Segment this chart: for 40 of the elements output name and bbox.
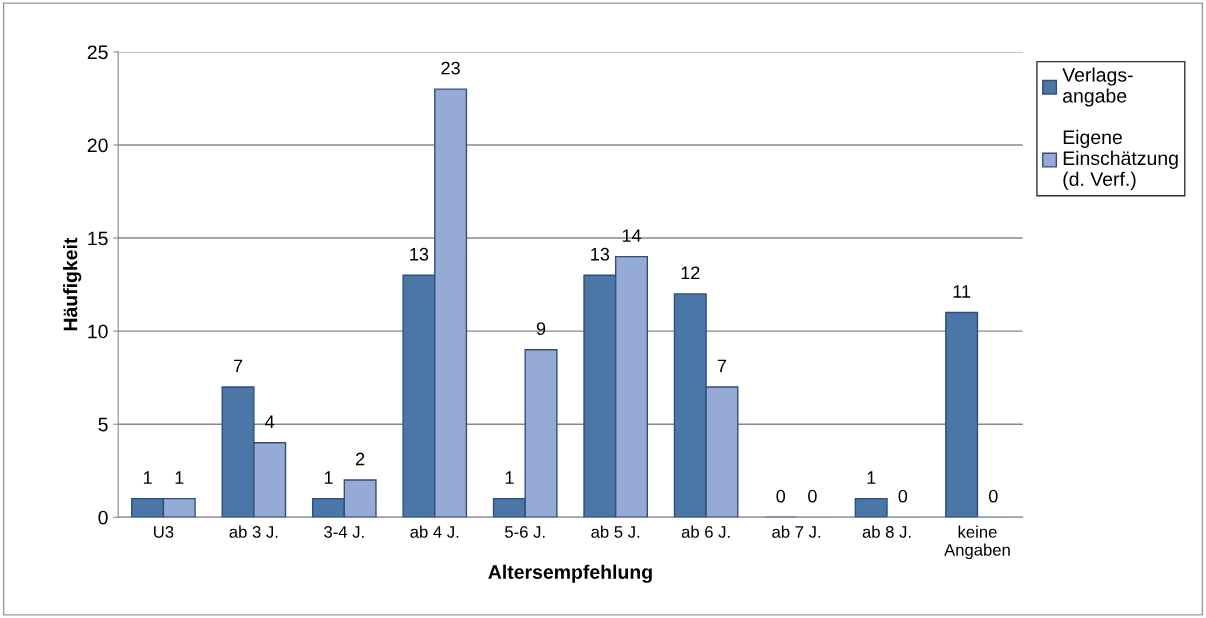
x-tick-label: 5-6 J. bbox=[505, 526, 545, 538]
data-label: 0 bbox=[988, 489, 998, 503]
x-tick-label: ab 4 J. bbox=[410, 525, 459, 538]
legend-label: Eigene Einschätzung (d. Verf.) bbox=[1063, 129, 1178, 190]
x-tick-label: ab 6 J. bbox=[681, 525, 730, 538]
data-label: 7 bbox=[717, 359, 727, 373]
x-tick-label: keine Angaben bbox=[944, 525, 1010, 560]
data-label: 1 bbox=[175, 471, 184, 484]
y-tick-label: 0 bbox=[98, 510, 108, 525]
data-label: 1 bbox=[143, 471, 152, 484]
x-tick-label: ab 7 J. bbox=[772, 525, 821, 538]
x-tick-label: 3-4 J. bbox=[324, 526, 364, 538]
data-label: 7 bbox=[233, 359, 243, 373]
data-label: 2 bbox=[356, 452, 365, 466]
y-tick-label: 10 bbox=[88, 324, 108, 339]
data-label: 12 bbox=[681, 266, 700, 280]
legend-label: Verlags- angabe bbox=[1062, 67, 1133, 107]
y-axis-title: Häufigkeit bbox=[63, 237, 82, 331]
data-label: 1 bbox=[505, 471, 514, 484]
y-tick-label: 25 bbox=[87, 45, 108, 60]
data-label: 11 bbox=[953, 285, 971, 298]
y-tick-label: 5 bbox=[98, 417, 108, 432]
data-label: 0 bbox=[808, 489, 817, 503]
x-axis-title: Altersempfehlung bbox=[488, 564, 652, 583]
data-label: 13 bbox=[591, 247, 610, 261]
y-tick-label: 20 bbox=[87, 138, 108, 153]
x-tick-label: ab 3 J. bbox=[229, 525, 278, 538]
data-label: 1 bbox=[324, 471, 333, 484]
data-label: 9 bbox=[536, 322, 546, 336]
data-label: 1 bbox=[867, 471, 876, 484]
y-tick-label: 15 bbox=[88, 231, 108, 246]
data-label: 0 bbox=[776, 489, 786, 503]
data-label: 14 bbox=[622, 229, 642, 242]
data-label: 0 bbox=[898, 489, 908, 503]
x-tick-label: ab 8 J. bbox=[862, 525, 911, 538]
x-tick-label: ab 5 J. bbox=[591, 525, 640, 538]
data-label: 13 bbox=[410, 247, 429, 261]
data-label: 23 bbox=[441, 61, 460, 75]
x-tick-label: U3 bbox=[154, 526, 174, 538]
data-label: 4 bbox=[265, 415, 275, 428]
